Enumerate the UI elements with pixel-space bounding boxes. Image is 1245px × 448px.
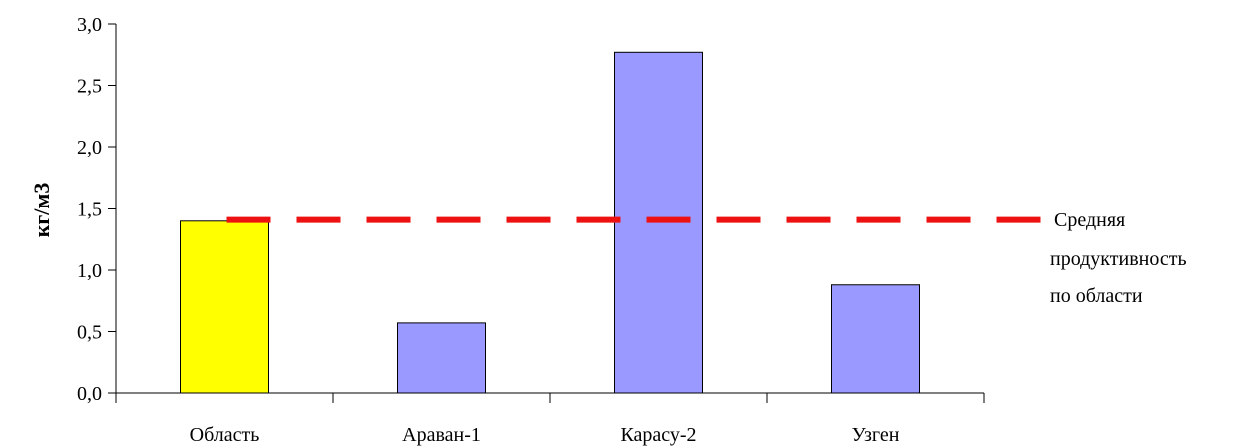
y-tick-label: 2,0 [77,137,102,159]
y-tick-label: 1,0 [77,260,102,282]
reference-label-line-3: по области [1050,285,1143,307]
bar-2 [397,322,486,394]
x-category-label: Область [190,424,260,446]
x-category-label: Карасу-2 [620,424,696,446]
y-axis: 0,0 0,5 1,0 1,5 2,0 2,5 3,0 [77,14,117,405]
bars [180,51,920,394]
y-tick-label: 3,0 [77,14,102,36]
reference-label-line-2: продуктивность [1050,248,1187,270]
y-tick-label: 0,0 [77,383,102,405]
bar-4 [831,284,920,394]
y-tick-label: 1,5 [77,199,102,221]
y-axis-title: кг/м3 [29,183,54,238]
x-axis: Область Араван-1 Карасу-2 Узген [115,392,985,446]
x-category-label: Узген [852,424,900,446]
reference-line-group: Средняя продуктивность по области [226,209,1187,307]
reference-label-line-1: Средняя [1054,209,1125,231]
bar-3 [614,51,703,394]
y-tick-label: 0,5 [77,322,102,344]
y-tick-label: 2,5 [77,76,102,98]
bar-1 [180,220,269,394]
x-category-label: Араван-1 [402,424,481,446]
